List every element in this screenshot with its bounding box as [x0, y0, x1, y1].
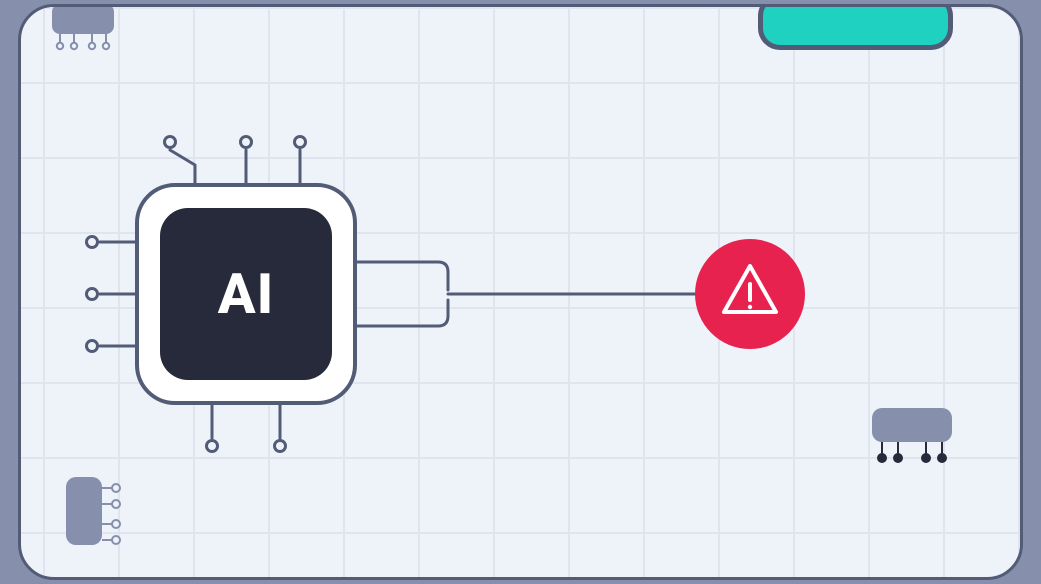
ai-chip-inner: AI [160, 208, 332, 380]
main-panel: AI [18, 4, 1023, 580]
diagram-root: AI [0, 0, 1041, 584]
ai-chip-label: AI [218, 261, 275, 327]
error-node [695, 239, 805, 349]
